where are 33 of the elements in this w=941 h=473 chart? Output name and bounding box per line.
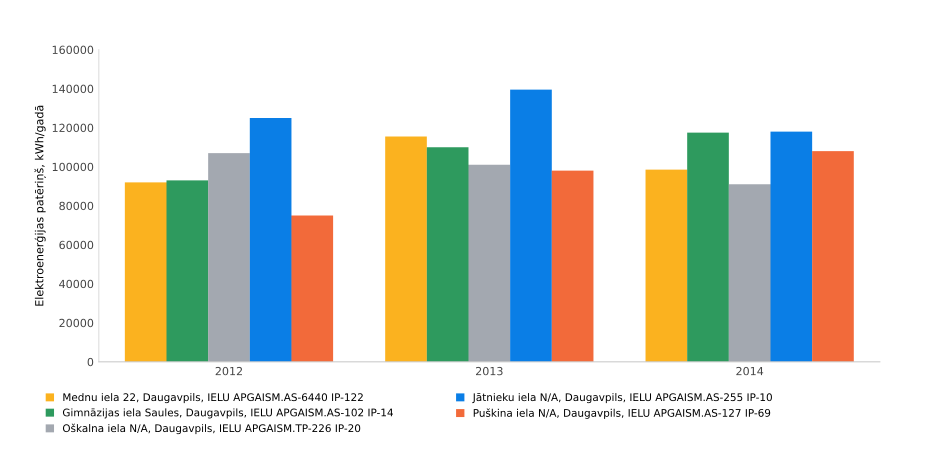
legend-label: Gimnāzijas iela Saules, Daugavpils, IELU APGAISM.AS-102 IP-14 xyxy=(62,408,393,418)
bar xyxy=(385,136,427,362)
bar xyxy=(728,184,770,362)
y-tick-label: 120000 xyxy=(52,124,94,132)
bar xyxy=(552,170,594,362)
bar xyxy=(646,170,688,362)
y-tick-label: 160000 xyxy=(52,46,94,54)
bar xyxy=(468,164,510,362)
x-tick-label: 2014 xyxy=(736,366,764,376)
y-tick-label: 0 xyxy=(88,358,94,366)
y-tick-label: 100000 xyxy=(52,162,94,172)
bar xyxy=(250,118,292,362)
bar xyxy=(687,132,729,362)
bar xyxy=(124,182,166,362)
y-tick-label: 20000 xyxy=(59,318,94,328)
legend-label: Puškina iela N/A, Daugavpils, IELU APGAISM.AS-127 IP-69 xyxy=(474,408,770,419)
bar xyxy=(426,147,468,362)
y-tick-label: 80000 xyxy=(59,202,94,210)
legend-label: Mednu iela 22, Daugavpils, IELU APGAISM.AS-6440 IP-122 xyxy=(63,393,363,404)
legend-label: Oškalna iela N/A, Daugavpils, IELU APGAISM.TP-226 IP-20 xyxy=(62,424,360,434)
legend-label: Jātnieku iela N/A, Daugavpils, IELU APGAISM.AS-255 IP-10 xyxy=(472,393,772,404)
bar xyxy=(166,180,208,362)
y-axis-title: Elektroenerģijas patēriņš, kWh/gadā xyxy=(34,106,46,306)
bar xyxy=(510,90,552,362)
y-tick-label: 60000 xyxy=(59,240,94,250)
x-tick-label: 2012 xyxy=(216,366,242,376)
x-tick-label: 2013 xyxy=(476,366,503,376)
bar xyxy=(208,153,250,362)
bar xyxy=(291,216,334,362)
bar xyxy=(812,151,854,362)
y-tick-label: 40000 xyxy=(59,280,94,288)
y-tick-label: 140000 xyxy=(52,84,94,94)
bar xyxy=(770,132,812,362)
